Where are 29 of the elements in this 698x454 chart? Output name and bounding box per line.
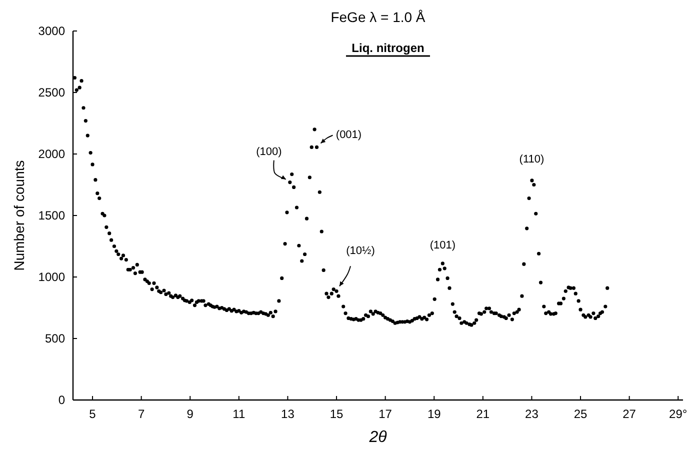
annotation: (001) [336,129,362,142]
annotation: (10½) [346,244,375,257]
x-tick-label: 25 [574,407,588,421]
x-tick-label: 17 [378,407,392,421]
x-tick-label: 23 [525,407,539,421]
y-axis-title: Number of counts [11,160,27,271]
chart-title: FeGe λ = 1.0 Å [330,9,426,25]
x-tick-label: 15 [330,407,344,421]
y-tick-label: 3000 [38,24,66,38]
x-tick-label: 29° [669,407,688,421]
y-tick-label: 1000 [38,270,66,284]
y-tick-label: 500 [44,332,66,346]
x-tick-label: 7 [138,407,145,421]
x-tick-label: 5 [89,407,96,421]
annotation: (101) [430,239,456,252]
x-axis-title: 2θ [368,429,388,446]
x-tick-label: 9 [186,407,194,421]
x-tick-label: 21 [476,407,490,421]
y-tick-label: 1500 [38,208,66,223]
x-tick-label: 27 [622,407,636,421]
x-tick-label: 13 [281,407,295,421]
x-tick-label: 11 [232,407,246,421]
x-tick-label: 19 [427,407,442,421]
annotation: (100) [256,146,282,158]
y-tick-label: 2000 [38,147,66,162]
annotation: Liq. nitrogen [352,41,424,55]
annotation: (110) [519,153,544,166]
y-tick-label: 0 [58,393,66,408]
y-tick-label: 2500 [38,86,66,100]
